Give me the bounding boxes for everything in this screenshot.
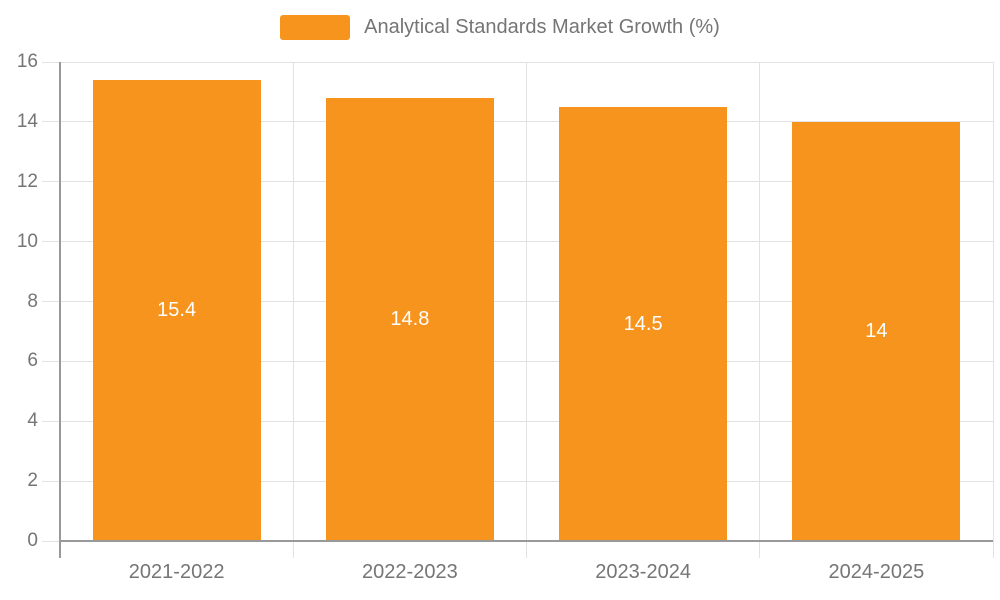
bar-value-label: 14.8 (390, 308, 430, 331)
y-tick-label: 12 (16, 170, 38, 192)
bar-2024-2025[interactable]: 14 (792, 121, 961, 541)
bar-value-label: 14 (865, 320, 888, 343)
y-axis-tick (42, 420, 60, 422)
x-tick-label: 2021-2022 (128, 561, 225, 583)
y-axis-tick (42, 181, 60, 183)
x-gridline (759, 62, 761, 558)
x-axis-line (60, 540, 993, 542)
bar-2021-2022[interactable]: 15.4 (92, 79, 261, 541)
legend-swatch[interactable] (280, 15, 351, 40)
y-axis-tick (42, 241, 60, 243)
y-axis-line (58, 62, 61, 558)
y-tick-label: 14 (16, 110, 38, 132)
bar-2023-2024[interactable]: 14.5 (559, 106, 728, 541)
y-axis-tick (42, 61, 60, 63)
bar-value-label: 14.5 (623, 312, 663, 335)
bar-2022-2023[interactable]: 14.8 (325, 97, 494, 541)
bar-value-label: 15.4 (157, 299, 197, 322)
y-axis-tick (42, 121, 60, 123)
y-tick-label: 8 (27, 290, 38, 312)
chart-legend[interactable]: Analytical Standards Market Growth (%) (0, 15, 1000, 40)
y-axis-tick (42, 540, 60, 542)
y-tick-label: 6 (27, 350, 38, 372)
x-tick-label: 2022-2023 (362, 561, 458, 583)
y-tick-label: 16 (16, 51, 38, 72)
y-tick-label: 2 (27, 470, 38, 492)
y-axis-tick (42, 301, 60, 302)
legend-label[interactable]: Analytical Standards Market Growth (%) (364, 16, 720, 38)
y-tick-label: 4 (27, 410, 38, 432)
y-tick-label: 10 (16, 230, 38, 252)
x-tick-label: 2024-2025 (828, 561, 925, 583)
x-tick-label: 2023-2024 (595, 561, 691, 583)
y-axis-tick (42, 480, 60, 482)
x-gridline (292, 62, 294, 558)
y-tick-label: 0 (27, 530, 38, 551)
x-gridline (992, 62, 994, 558)
x-gridline (526, 62, 527, 558)
y-axis-tick (42, 360, 60, 362)
